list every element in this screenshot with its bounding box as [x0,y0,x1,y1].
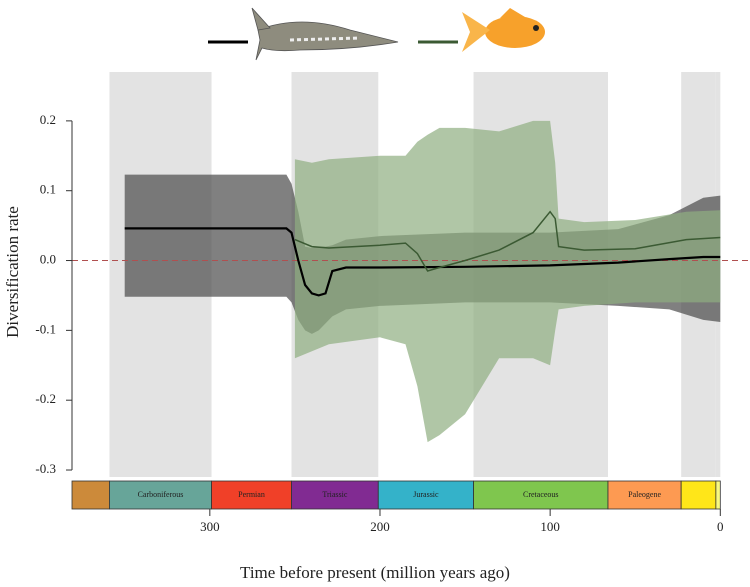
timescale-cell [109,480,212,510]
y-tick-label: 0.1 [40,182,56,197]
timescale-cell [715,480,721,510]
series-line [294,210,721,272]
y-tick-label: -0.1 [35,321,56,336]
y-tick-label: 0.0 [40,252,56,267]
sturgeon-icon [251,7,399,61]
x-tick-label: 100 [540,519,560,534]
y-tick-label: -0.3 [35,461,56,476]
y-axis-label: Diversification rate [3,206,22,338]
y-tick-label: -0.2 [35,391,56,406]
period-label: Jurassic [413,490,439,499]
period-label: Paleogene [628,490,661,499]
series-line [124,227,721,297]
x-tick-label: 300 [200,519,220,534]
legend [208,7,545,61]
timescale-cell [71,480,110,510]
x-tick-label: 0 [717,519,724,534]
timescale-cell [211,480,292,510]
confidence-band [294,120,721,443]
period-label: Permian [238,490,265,499]
timescale-cell [607,480,682,510]
period-label: Cretaceous [523,490,559,499]
x-tick-label: 200 [370,519,390,534]
period-label: Triassic [322,490,347,499]
y-tick-label: 0.2 [40,112,56,127]
x-axis-label: Time before present (million years ago) [240,563,510,582]
period-label: Carboniferous [138,490,184,499]
goldfish-icon [462,8,545,52]
timescale-cell [680,480,717,510]
timescale-cell [473,480,609,510]
